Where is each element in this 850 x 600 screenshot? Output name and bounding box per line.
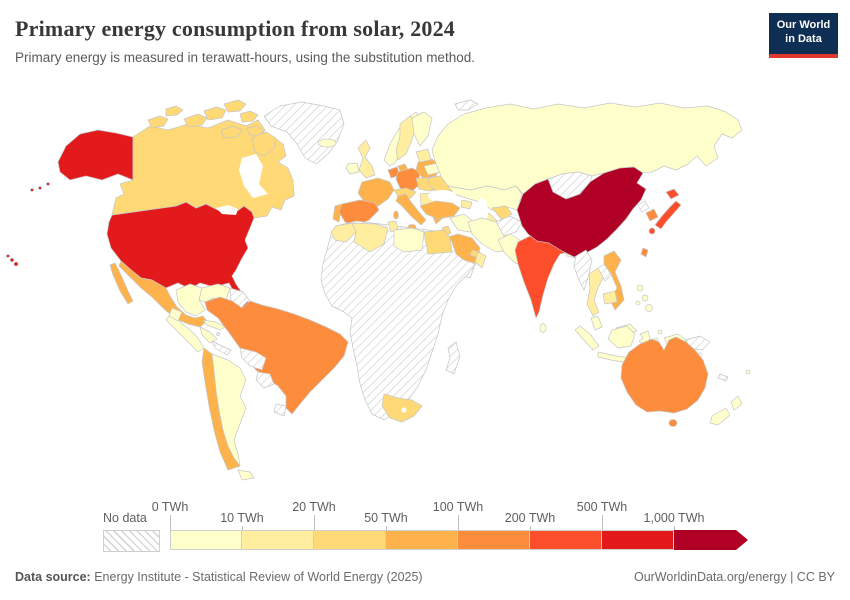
legend-tick-mark: [386, 526, 387, 530]
legend-tick-mark: [458, 515, 459, 530]
map-region-vietnam[interactable]: [603, 250, 625, 311]
map-region-nicaragua-panama[interactable]: [211, 340, 232, 356]
map-region-iceland[interactable]: [317, 138, 337, 148]
map-region-ireland[interactable]: [345, 162, 360, 175]
map-region-tunisia[interactable]: [387, 220, 399, 233]
map-region-afghanistan[interactable]: [495, 215, 523, 237]
map-region-svalbard[interactable]: [454, 99, 479, 111]
map-region-philippines[interactable]: [635, 284, 653, 312]
map-region-portugal[interactable]: [332, 203, 343, 223]
footer-data-source: Data source: Energy Institute - Statisti…: [15, 570, 423, 584]
map-region-sub-saharan-africa[interactable]: [320, 220, 477, 421]
map-region-mexico[interactable]: [109, 260, 208, 328]
footer-separator: |: [786, 570, 797, 584]
legend-no-data-label: No data: [103, 511, 147, 525]
map-region-south-korea[interactable]: [645, 208, 659, 222]
legend-tick-label: 100 TWh: [432, 500, 484, 514]
map-region-indonesia[interactable]: [574, 325, 687, 364]
map-region-fiji[interactable]: [745, 369, 751, 375]
map-region-oman[interactable]: [474, 251, 487, 269]
legend-bin-6[interactable]: [602, 530, 674, 550]
footer-data-source-label: Data source:: [15, 570, 91, 584]
map-region-japan[interactable]: [648, 188, 682, 235]
legend-tick-label: 0 TWh: [151, 500, 189, 514]
legend-tick-label: 200 TWh: [504, 511, 556, 525]
footer-link[interactable]: OurWorldinData.org/energy: [633, 570, 787, 584]
map-region-caucasus[interactable]: [460, 199, 473, 210]
map-region-north-korea[interactable]: [637, 200, 650, 213]
map-region-greenland[interactable]: [263, 101, 345, 165]
legend-tick-mark: [170, 515, 171, 530]
map-region-new-caledonia[interactable]: [717, 373, 729, 382]
footer-attribution: OurWorldinData.org/energy | CC BY: [634, 570, 835, 584]
legend-no-data-swatch[interactable]: [103, 530, 160, 552]
map-region-egypt[interactable]: [423, 229, 453, 255]
owid-logo-line1: Our World: [776, 19, 831, 31]
map-region-bolivia[interactable]: [239, 347, 267, 371]
map-region-thailand[interactable]: [586, 267, 605, 317]
footer-data-source-text: Energy Institute - Statistical Review of…: [90, 570, 423, 584]
map-region-canada[interactable]: [111, 99, 295, 219]
map-region-finland[interactable]: [411, 111, 433, 147]
legend-bin-4[interactable]: [458, 530, 530, 550]
map-region-colombia[interactable]: [175, 283, 206, 317]
legend-tick-mark: [314, 515, 315, 530]
map-region-united-states[interactable]: [6, 129, 255, 311]
legend-bin-5[interactable]: [530, 530, 602, 550]
legend-tick-mark: [674, 526, 675, 530]
legend-tick-label: 500 TWh: [576, 500, 628, 514]
legend-tick-label: 1,000 TWh: [643, 511, 705, 525]
map-region-argentina[interactable]: [211, 353, 255, 481]
legend-bin-3[interactable]: [386, 530, 458, 550]
legend-tick-mark: [530, 526, 531, 530]
map-region-taiwan[interactable]: [640, 247, 649, 258]
map-region-paraguay[interactable]: [255, 371, 275, 389]
map-region-new-zealand[interactable]: [709, 395, 743, 426]
map-region-uzbekistan[interactable]: [491, 205, 513, 221]
map-region-peru[interactable]: [165, 315, 205, 353]
map-region-australia[interactable]: [620, 336, 709, 427]
map-region-turkey[interactable]: [419, 200, 461, 220]
map-region-algeria[interactable]: [351, 222, 389, 253]
legend-tick-label: 50 TWh: [364, 511, 408, 525]
page-subtitle: Primary energy is measured in terawatt-h…: [15, 50, 475, 65]
legend-bin-0[interactable]: [170, 530, 242, 550]
map-region-sri-lanka[interactable]: [539, 323, 547, 333]
owid-logo[interactable]: Our World in Data: [769, 13, 838, 58]
map-region-myanmar[interactable]: [573, 249, 593, 291]
map-region-libya[interactable]: [393, 227, 425, 253]
footer-license: CC BY: [796, 570, 835, 584]
map-region-madagascar[interactable]: [445, 341, 461, 375]
map-region-cambodia[interactable]: [602, 290, 618, 305]
map-region-guatemala[interactable]: [199, 326, 218, 344]
map-region-uruguay[interactable]: [273, 403, 287, 417]
legend-bin-1[interactable]: [242, 530, 314, 550]
page-title: Primary energy consumption from solar, 2…: [15, 16, 456, 41]
map-region-baltics[interactable]: [415, 148, 432, 163]
legend-tick-label: 20 TWh: [292, 500, 336, 514]
map-region-france[interactable]: [357, 177, 395, 207]
owid-logo-line2: in Data: [785, 33, 822, 45]
map-region-cuba[interactable]: [202, 319, 226, 331]
legend-tick-label: 10 TWh: [220, 511, 264, 525]
map-region-south-africa[interactable]: [381, 393, 423, 423]
map-region-united-kingdom[interactable]: [357, 139, 376, 179]
map-region-spain[interactable]: [338, 199, 380, 227]
legend-tick-mark: [602, 515, 603, 530]
map-region-germany[interactable]: [395, 167, 421, 194]
legend-tick-mark: [242, 526, 243, 530]
legend-bin-7[interactable]: [674, 530, 748, 550]
legend-bin-2[interactable]: [314, 530, 386, 550]
